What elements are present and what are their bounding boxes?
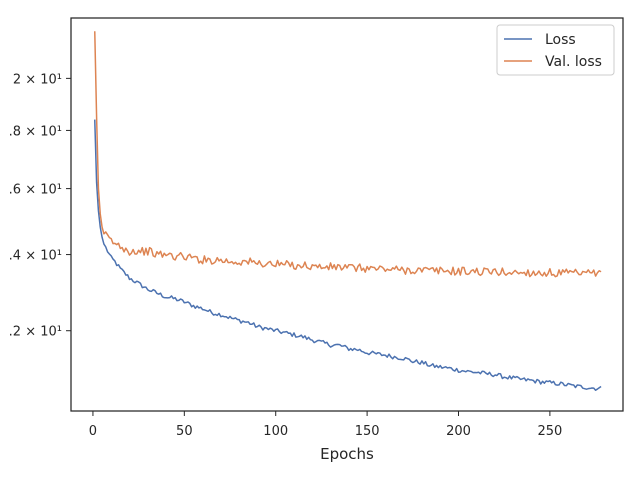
legend-label: Val. loss: [545, 54, 602, 70]
legend-box: [496, 24, 615, 76]
series-line-val-loss: [94, 31, 602, 278]
x-tick-label: 150: [355, 424, 380, 439]
legend-label: Loss: [545, 32, 576, 48]
y-tick-label: .4 × 10¹: [9, 249, 62, 264]
x-axis-label: Epochs: [320, 445, 374, 463]
y-tick-label: .6 × 10¹: [9, 183, 62, 198]
y-tick-label: 2 × 10¹: [13, 72, 62, 87]
x-tick-label: 250: [537, 424, 562, 439]
y-axis: .2 × 10¹ .4 × 10¹ .6 × 10¹ .8 × 10¹ 2 × 10¹: [9, 72, 71, 340]
x-tick-label: 200: [446, 424, 471, 439]
axes-frame: [70, 17, 624, 412]
series-line-loss: [94, 119, 602, 391]
x-axis: 0 50 100 150 200 250: [89, 411, 562, 439]
legend: Loss Val. loss: [496, 24, 615, 76]
plot-lines: [94, 31, 602, 391]
x-tick-label: 50: [176, 424, 193, 439]
y-tick-label: .8 × 10¹: [9, 124, 62, 139]
y-tick-label: .2 × 10¹: [9, 325, 62, 340]
x-tick-label: 0: [89, 424, 97, 439]
x-tick-label: 100: [263, 424, 288, 439]
